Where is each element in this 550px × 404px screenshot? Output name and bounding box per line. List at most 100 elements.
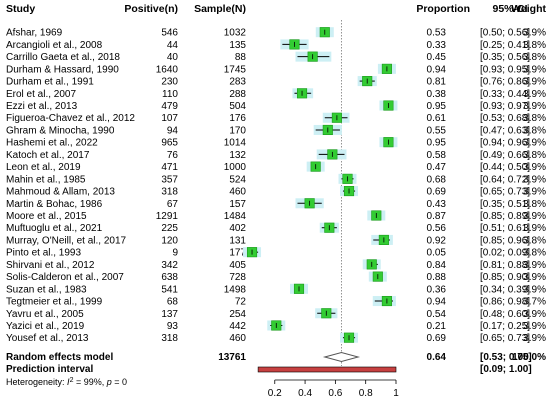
study-ci: [0.51; 0.61]	[480, 223, 530, 234]
x-axis-tick-label: 1	[393, 388, 399, 399]
study-proportion: 0.81	[427, 77, 447, 88]
study-weight: 3.8%	[523, 125, 546, 136]
study-proportion: 0.58	[427, 150, 447, 161]
study-proportion: 0.95	[427, 101, 447, 112]
heterogeneity-p-value: = 0	[112, 377, 127, 387]
x-axis-tick-label: 0.6	[328, 388, 342, 399]
study-sample: 170	[229, 125, 246, 136]
study-ci: [0.85; 0.89]	[480, 211, 530, 222]
study-positive: 638	[161, 272, 178, 283]
study-proportion: 0.47	[427, 162, 447, 173]
study-ci: [0.94; 0.96]	[480, 138, 530, 149]
study-ci: [0.25; 0.41]	[480, 40, 530, 51]
study-weight: 3.9%	[523, 321, 546, 332]
study-sample: 1032	[224, 28, 247, 39]
study-weight: 3.9%	[523, 138, 546, 149]
study-row: Mahmoud & Allam, 2013 318 460 0.69 [0.65; 0.…	[6, 186, 546, 198]
study-sample: 460	[229, 187, 246, 198]
study-positive: 40	[167, 52, 179, 63]
study-name: Durham et al., 1991	[6, 77, 94, 88]
study-name: Solis-Calderon et al., 2007	[6, 272, 124, 283]
header-row: Study Positive(n) Sample(N) Proportion 9…	[6, 3, 546, 15]
study-row: Hashemi et al., 2022 965 1014 0.95 [0.94; 0.…	[6, 137, 546, 149]
random-effects-ci: [0.53; 0.75]	[480, 352, 532, 363]
study-sample: 1498	[224, 284, 247, 295]
study-name: Ghram & Minocha, 1990	[6, 125, 115, 136]
study-name: Pinto et al., 1993	[6, 248, 81, 259]
study-name: Yavru et al., 2005	[6, 309, 84, 320]
study-proportion: 0.69	[427, 187, 447, 198]
study-positive: 1640	[156, 64, 179, 75]
study-weight: 3.8%	[523, 199, 546, 210]
study-positive: 9	[172, 248, 178, 259]
header-sample: Sample(N)	[194, 3, 246, 15]
study-sample: 728	[229, 272, 246, 283]
study-name: Yousef et al., 2013	[6, 333, 89, 344]
study-proportion: 0.87	[427, 211, 447, 222]
study-ci: [0.35; 0.51]	[480, 199, 530, 210]
study-ci: [0.93; 0.95]	[480, 64, 530, 75]
study-name: Erol et al., 2007	[6, 89, 76, 100]
study-proportion: 0.53	[427, 28, 447, 39]
study-weight: 3.9%	[523, 28, 546, 39]
study-row: Tegtmeier et al., 1999 68 72 0.94 [0.86; 0.9…	[6, 295, 546, 308]
random-effects-diamond	[322, 351, 361, 363]
study-positive: 110	[162, 89, 178, 100]
heterogeneity-i2-symbol: I	[67, 377, 70, 387]
study-ci: [0.33; 0.44]	[480, 89, 530, 100]
study-name: Mahmoud & Allam, 2013	[6, 187, 115, 198]
random-effects-weight: 100.0%	[512, 352, 546, 363]
study-row: Arcangioli et al., 2008 44 135 0.33 [0.25; 0…	[6, 39, 546, 51]
study-sample: 402	[229, 223, 246, 234]
study-weight: 3.8%	[523, 40, 546, 51]
study-ci: [0.49; 0.66]	[480, 150, 530, 161]
random-effects-proportion: 0.64	[427, 352, 447, 363]
study-row: Yousef et al., 2013 318 460 0.69 [0.65; 0.73…	[6, 332, 546, 344]
x-axis: 0.2 0.4 0.6 0.8 1	[268, 379, 399, 399]
study-row: Muftuoglu et al., 2021 225 402 0.56 [0.51; 0…	[6, 222, 546, 234]
study-proportion: 0.68	[427, 174, 447, 185]
header-weight: Weight	[511, 3, 546, 15]
header-proportion: Proportion	[416, 3, 470, 15]
study-weight: 3.9%	[523, 260, 546, 271]
study-positive: 1291	[156, 211, 179, 222]
summary-rows: Random effects model 13761 0.64 [0.53; 0…	[6, 351, 546, 387]
study-positive: 342	[161, 260, 178, 271]
study-positive: 44	[167, 40, 179, 51]
study-positive: 230	[161, 77, 178, 88]
study-proportion: 0.38	[427, 89, 447, 100]
study-row: Carrillo Gaeta et al., 2018 40 88 0.45 [0.35…	[6, 51, 546, 63]
prediction-interval-band	[257, 366, 397, 373]
study-ci: [0.93; 0.97]	[480, 101, 530, 112]
study-weight: 3.7%	[523, 297, 546, 308]
study-positive: 68	[167, 297, 179, 308]
study-proportion: 0.95	[427, 138, 447, 149]
study-rows: Afshar, 1969 546 1032 0.53 [0.50; 0.56]3.9%A…	[6, 27, 546, 344]
study-name: Moore et al., 2015	[6, 211, 87, 222]
study-sample: 157	[229, 199, 246, 210]
random-effects-sample: 13761	[218, 352, 246, 363]
study-positive: 93	[167, 321, 179, 332]
study-row: Yavru et al., 2005 137 254 0.54 [0.48; 0.60]…	[6, 308, 546, 320]
study-positive: 357	[161, 174, 178, 185]
study-proportion: 0.69	[427, 333, 447, 344]
study-positive: 107	[161, 113, 178, 124]
study-ci: [0.02; 0.09]	[480, 248, 530, 259]
random-effects-label: Random effects model	[6, 352, 113, 363]
study-weight: 3.9%	[523, 272, 546, 283]
x-axis-tick-label: 0.4	[298, 388, 312, 399]
study-ci: [0.47; 0.63]	[480, 125, 530, 136]
study-sample: 504	[229, 101, 246, 112]
study-positive: 318	[161, 187, 178, 198]
study-proportion: 0.45	[427, 52, 447, 63]
study-proportion: 0.33	[427, 40, 447, 51]
study-name: Figueroa-Chavez et al., 2012	[6, 113, 135, 124]
study-row: Mahin et al., 1985 357 524 0.68 [0.64; 0.72]…	[6, 173, 546, 185]
heterogeneity-i2-sup: 2	[70, 377, 74, 384]
header-ci: 95%-CI	[492, 3, 527, 15]
study-sample: 72	[235, 297, 247, 308]
study-row: Yazici et al., 2019 93 442 0.21 [0.17; 0.25]…	[6, 320, 546, 332]
study-weight: 3.9%	[523, 333, 546, 344]
study-sample: 1484	[224, 211, 247, 222]
study-name: Martin & Bohac, 1986	[6, 199, 103, 210]
